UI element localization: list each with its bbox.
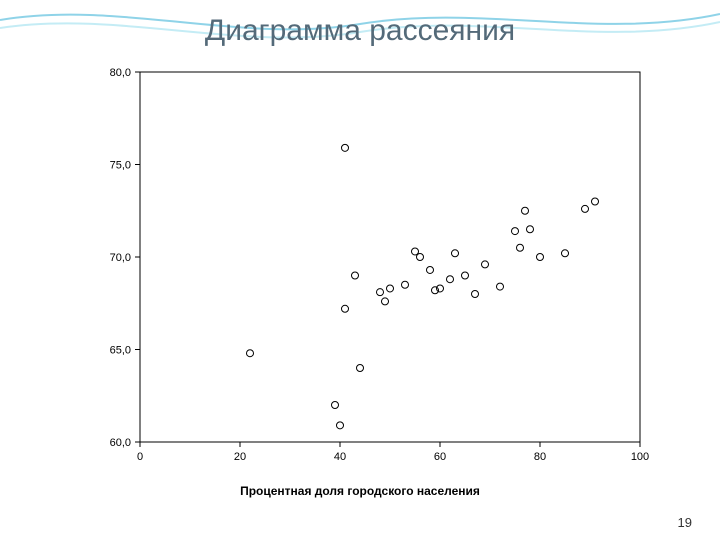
page-number: 19 — [678, 515, 692, 530]
svg-text:100: 100 — [631, 451, 649, 463]
svg-text:80,0: 80,0 — [110, 67, 131, 79]
scatter-chart: Средняя ожидаемая продолжительность жизн… — [70, 62, 650, 502]
svg-text:60: 60 — [434, 451, 446, 463]
svg-text:0: 0 — [137, 451, 143, 463]
svg-text:20: 20 — [234, 451, 246, 463]
chart-svg: 0 20 40 60 80 100 60,0 65,0 70,0 75,0 80,0 — [70, 62, 650, 502]
svg-text:80: 80 — [534, 451, 546, 463]
svg-text:65,0: 65,0 — [110, 345, 131, 357]
slide: Диаграмма рассеяния Средняя ожидаемая пр… — [0, 0, 720, 540]
svg-text:75,0: 75,0 — [110, 160, 131, 172]
svg-text:70,0: 70,0 — [110, 252, 131, 264]
slide-title: Диаграмма рассеяния — [0, 14, 720, 48]
svg-text:60,0: 60,0 — [110, 437, 131, 449]
x-axis-label: Процентная доля городского населения — [70, 484, 650, 498]
svg-text:40: 40 — [334, 451, 346, 463]
